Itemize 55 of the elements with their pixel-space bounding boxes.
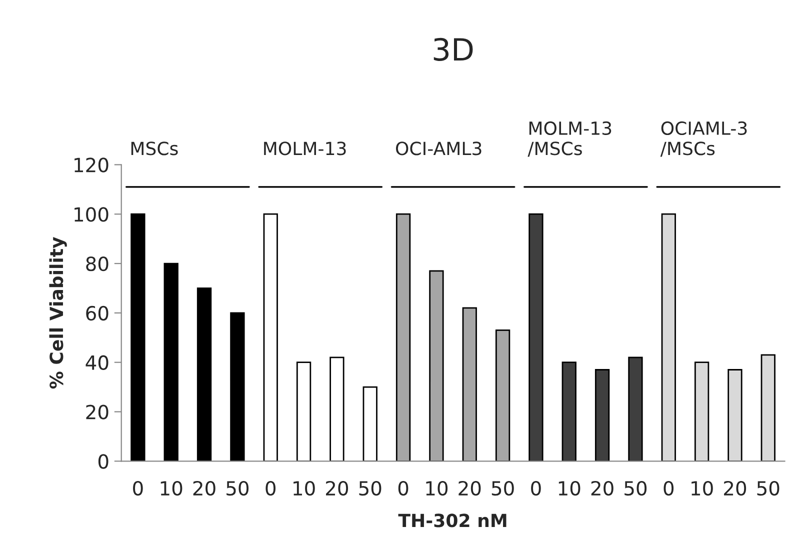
x-tick-label: 50 (624, 480, 647, 496)
y-tick-label: 0 (98, 454, 108, 469)
bar (362, 386, 378, 462)
bar (230, 312, 245, 462)
y-axis-title: % Cell Viability (49, 237, 67, 389)
bar (562, 362, 576, 462)
y-tick-label: 20 (86, 404, 108, 420)
bar (462, 307, 477, 462)
y-tick-label: 100 (74, 207, 108, 222)
x-tick-label: 20 (193, 480, 216, 496)
bar (396, 213, 411, 462)
bar (263, 213, 278, 462)
bar (694, 362, 710, 462)
x-tick-label: 20 (724, 480, 746, 496)
x-tick-label: 20 (591, 480, 614, 496)
text: MSCs (131, 142, 178, 156)
bar (196, 288, 212, 462)
text: MOLM-13 /MSCs (528, 121, 612, 157)
bar (130, 213, 146, 462)
x-tick-label: 10 (692, 480, 713, 496)
x-tick-label: 0 (664, 480, 674, 496)
bar (495, 330, 510, 462)
x-tick-label: 20 (326, 480, 348, 496)
text: OCI-AML3 (396, 142, 482, 156)
x-axis-title: TH-302 nM (398, 514, 506, 528)
x-tick-label: 50 (226, 480, 249, 496)
x-tick-label: 50 (359, 480, 382, 496)
x-tick-label: 0 (266, 480, 276, 496)
x-tick-label: 0 (531, 480, 541, 496)
text: OCIAML-3 /MSCs (660, 121, 747, 157)
x-tick-label: 10 (160, 480, 182, 496)
bar (296, 362, 312, 462)
y-tick-label: 40 (86, 355, 108, 370)
bar (594, 369, 610, 462)
text: MOLM-13 (264, 142, 346, 156)
x-tick-label: 10 (426, 480, 448, 496)
x-tick-label: 50 (757, 480, 780, 496)
bar (728, 369, 742, 462)
x-tick-label: 0 (398, 480, 408, 496)
bar (164, 262, 178, 462)
x-tick-label: 20 (458, 480, 481, 496)
bar (528, 213, 544, 462)
bar (661, 213, 676, 462)
x-tick-label: 0 (133, 480, 143, 496)
bar (330, 356, 344, 462)
y-tick-label: 80 (86, 256, 108, 272)
bar (760, 354, 776, 462)
x-tick-label: 10 (294, 480, 315, 496)
x-tick-label: 50 (492, 480, 514, 496)
bar (429, 270, 444, 462)
chart-title: 3D (434, 38, 473, 61)
y-tick-label: 60 (86, 306, 108, 321)
x-tick-label: 10 (558, 480, 580, 496)
y-tick-label: 120 (74, 158, 108, 172)
bar (628, 356, 643, 462)
